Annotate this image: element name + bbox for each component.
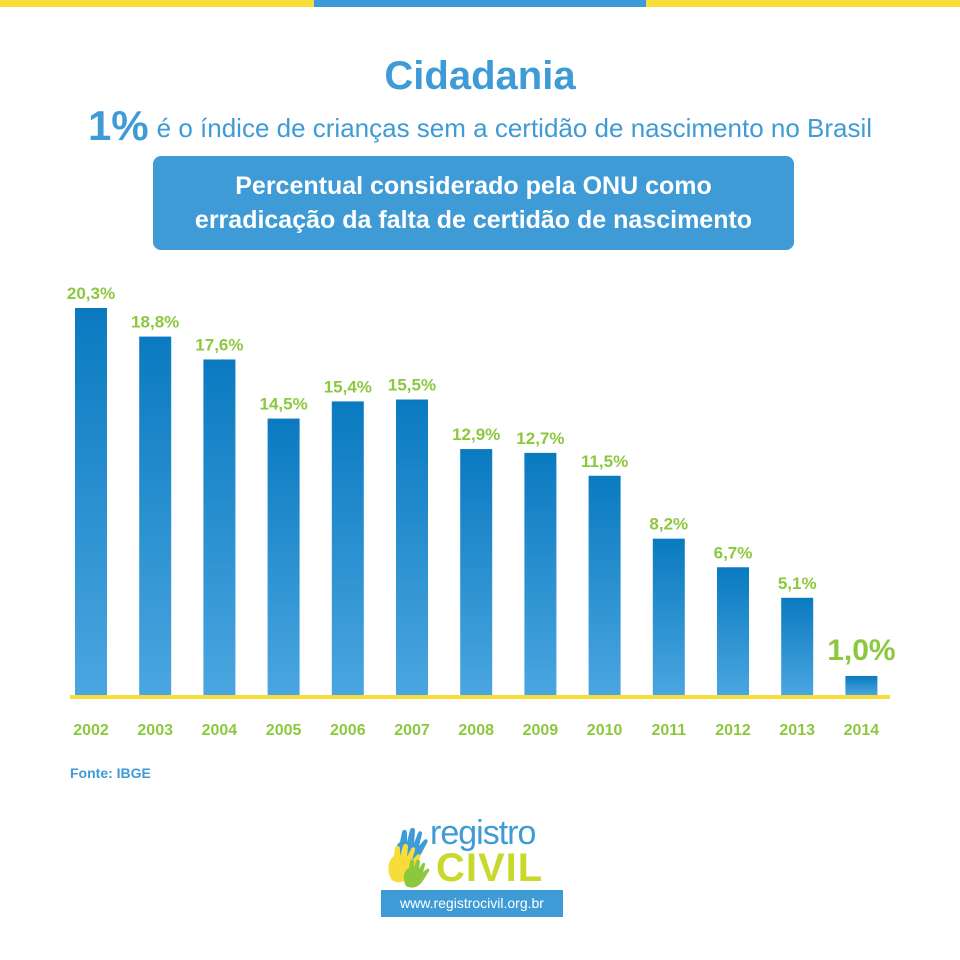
bar-2010 <box>588 475 621 695</box>
banner-line-2: erradicação da falta de certidão de nasc… <box>194 206 753 234</box>
year-label-2007: 2007 <box>394 722 430 739</box>
bar-2011 <box>652 538 685 695</box>
value-label-2012: 6,7% <box>714 543 753 562</box>
bars-group <box>75 308 878 695</box>
year-label-2009: 2009 <box>523 722 559 739</box>
bar-2014 <box>845 675 878 695</box>
value-label-2011: 8,2% <box>649 515 688 534</box>
banner-line-1: Percentual considerado pela ONU como <box>235 172 712 200</box>
bar-2012 <box>717 567 749 695</box>
top-stripe-left <box>0 0 314 7</box>
value-label-2010: 11,5% <box>581 452 628 471</box>
value-label-2003: 18,8% <box>131 313 179 332</box>
year-label-2012: 2012 <box>715 722 751 739</box>
top-stripe-right <box>646 0 960 7</box>
website-url: www.registrocivil.org.br <box>381 890 563 917</box>
year-label-2011: 2011 <box>651 722 686 739</box>
top-stripe-middle <box>314 0 646 7</box>
value-label-2002: 20,3% <box>67 284 115 303</box>
year-label-2005: 2005 <box>266 722 302 739</box>
bar-2008 <box>460 449 493 695</box>
subtitle: 1% é o índice de crianças sem a certidão … <box>0 102 960 150</box>
info-banner: Percentual considerado pela ONU como err… <box>153 156 794 250</box>
page-title: Cidadania <box>384 54 576 98</box>
value-label-2007: 15,5% <box>388 376 436 395</box>
year-label-2004: 2004 <box>202 722 238 739</box>
subtitle-highlight: 1% <box>87 102 149 149</box>
value-label-2013: 5,1% <box>778 574 817 593</box>
bar-2007 <box>396 399 428 695</box>
year-label-2013: 2013 <box>779 722 815 739</box>
year-label-2002: 2002 <box>73 722 109 739</box>
bar-2009 <box>524 452 557 695</box>
value-label-2008: 12,9% <box>452 425 500 444</box>
bar-2004 <box>203 359 236 695</box>
value-label-2005: 14,5% <box>259 395 307 414</box>
value-labels-group: 20,3% 18,8% 17,6% 14,5% 15,4% 15,5% 12,9% 12,7%… <box>67 284 896 667</box>
hands-logo-icon <box>388 827 430 888</box>
value-label-2004: 17,6% <box>195 335 243 354</box>
value-label-2006: 15,4% <box>324 377 372 396</box>
value-label-2014: 1,0% <box>827 634 895 667</box>
year-label-2003: 2003 <box>137 722 173 739</box>
bar-2005 <box>267 418 300 695</box>
registro-civil-logo: registro CIVIL <box>380 810 580 920</box>
year-labels-group: 2002 2003 2004 2005 2006 2007 2008 2009 2010 2011… <box>73 722 879 739</box>
bar-2013 <box>781 597 814 695</box>
logo-text-registro: registro <box>430 814 536 852</box>
bar-chart: 20,3% 18,8% 17,6% 14,5% 15,4% 15,5% 12,9% 12,7%… <box>67 284 896 739</box>
year-label-2010: 2010 <box>587 722 623 739</box>
subtitle-text: é o índice de crianças sem a certidão de… <box>156 113 873 143</box>
bar-2006 <box>331 401 364 695</box>
value-label-2009: 12,7% <box>516 429 564 448</box>
logo-text-civil: CIVIL <box>436 846 544 890</box>
year-label-2006: 2006 <box>330 722 366 739</box>
year-label-2014: 2014 <box>844 722 880 739</box>
source-note: Fonte: IBGE <box>70 765 151 781</box>
bar-2002 <box>75 308 107 695</box>
year-label-2008: 2008 <box>458 722 494 739</box>
bar-2003 <box>139 336 172 695</box>
